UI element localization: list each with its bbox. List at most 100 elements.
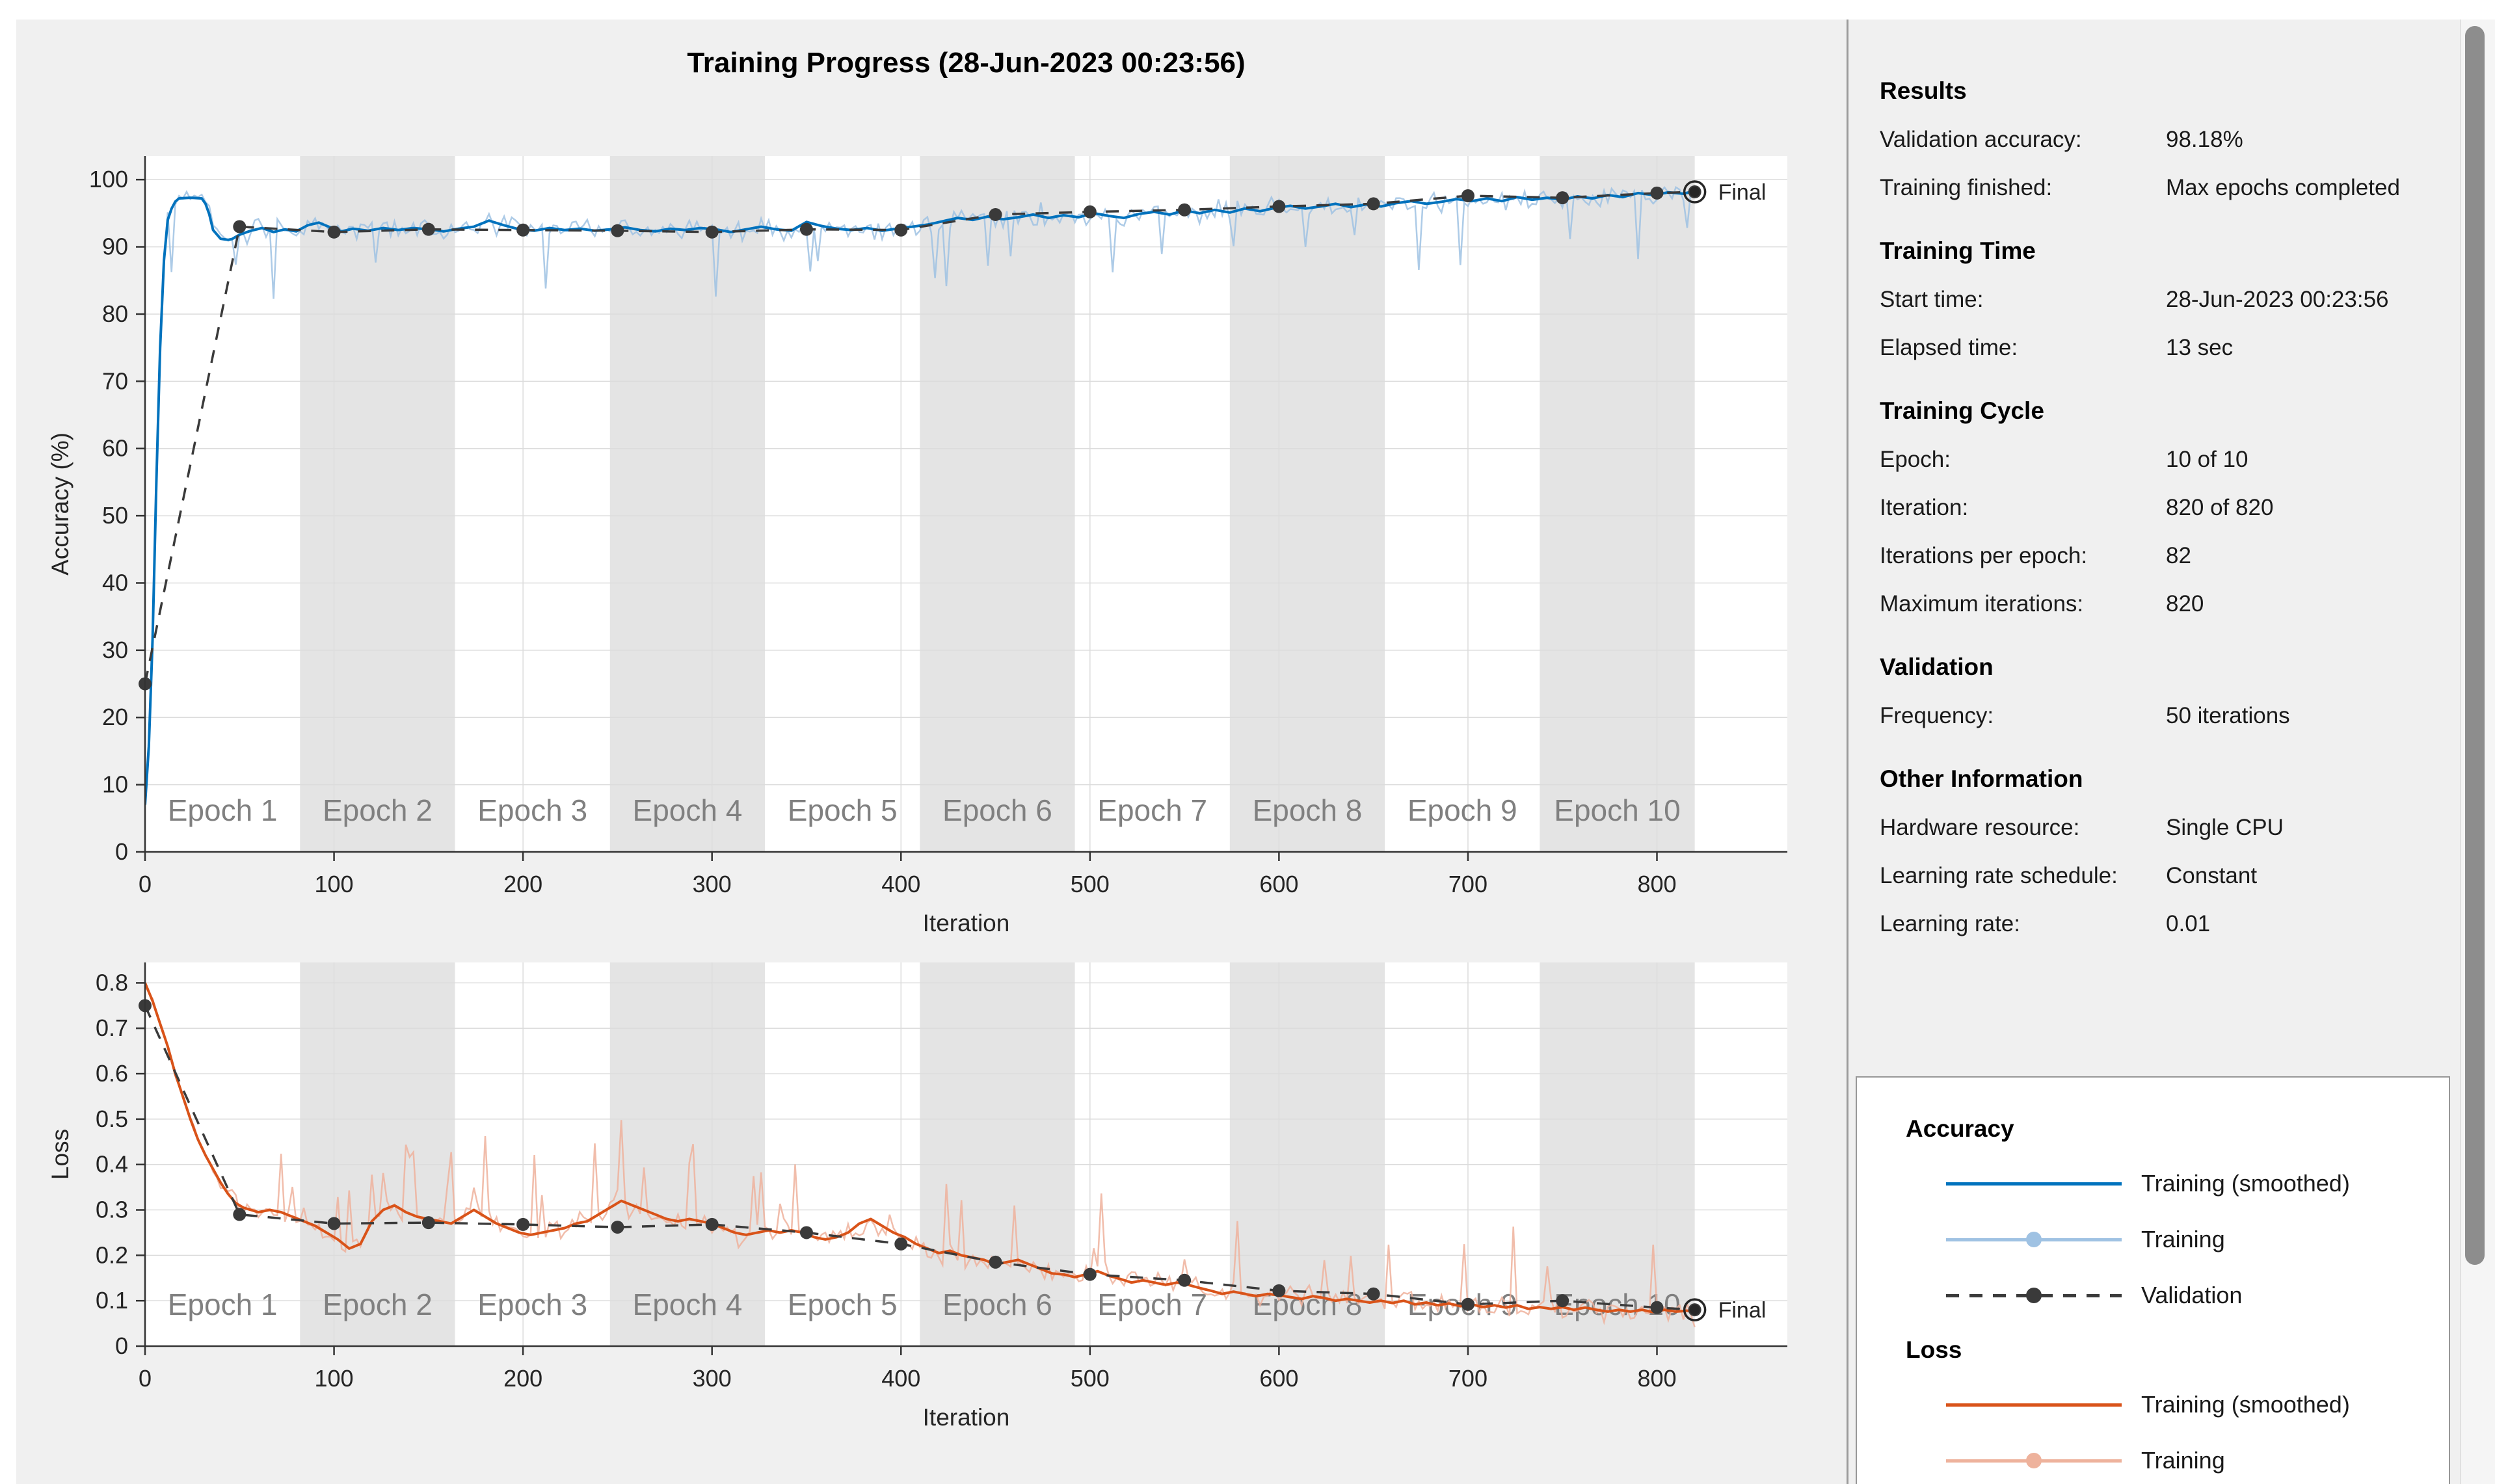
loss-chart: Epoch 1 Epoch 2 Epoch 3 Epoch 4 Epoch 5 Epoch… — [47, 962, 1787, 1431]
legend-entry-label: Training (smoothed) — [2141, 1391, 2350, 1418]
scrollbar-thumb[interactable] — [2465, 26, 2485, 1265]
legend-entry: Training — [1906, 1212, 2449, 1267]
x-tick-label: 200 — [503, 1365, 542, 1392]
accuracy-validation-marker — [516, 223, 530, 237]
legend-entry: Training (smoothed) — [1906, 1377, 2449, 1433]
info-row: Iterations per epoch: 82 — [1880, 532, 2433, 580]
legend-sample-solid-icon — [1946, 1392, 2122, 1418]
loss-validation-marker — [233, 1208, 247, 1221]
x-tick-label: 700 — [1448, 871, 1488, 897]
info-row: Learning rate: 0.01 — [1880, 900, 2433, 948]
accuracy-validation-marker — [1272, 200, 1286, 213]
loss-validation-marker — [1650, 1301, 1664, 1314]
epoch-band — [1229, 962, 1385, 1346]
info-row: Elapsed time: 13 sec — [1880, 324, 2433, 372]
x-tick-label: 300 — [693, 871, 732, 897]
info-row-value: 820 — [2166, 591, 2204, 616]
y-tick-label: 10 — [102, 771, 128, 798]
y-axis-label: Loss — [47, 1129, 73, 1180]
info-row-label: Training finished: — [1880, 175, 2053, 200]
info-row-value: 820 of 820 — [2166, 495, 2274, 520]
legend-entry: Validation — [1906, 1267, 2449, 1323]
info-section-header: Other Information — [1880, 765, 2083, 792]
x-tick-label: 600 — [1259, 871, 1298, 897]
accuracy-validation-marker — [1178, 203, 1192, 217]
y-tick-label: 0.3 — [96, 1197, 128, 1223]
y-tick-label: 80 — [102, 300, 128, 327]
x-tick-label: 600 — [1259, 1365, 1298, 1392]
epoch-label: Epoch 4 — [633, 1288, 743, 1321]
loss-validation-marker — [1083, 1267, 1097, 1281]
epoch-label: Epoch 4 — [633, 793, 743, 827]
info-row: Validation accuracy: 98.18% — [1880, 116, 2433, 164]
info-row: Training finished: Max epochs completed — [1880, 164, 2433, 212]
accuracy-training-smoothed-line — [145, 189, 1696, 805]
x-tick-label: 100 — [315, 1365, 354, 1392]
info-row-value: 13 sec — [2166, 335, 2234, 360]
info-row-label: Learning rate: — [1880, 911, 2020, 936]
y-tick-label: 70 — [102, 367, 128, 394]
info-row-value: Single CPU — [2166, 815, 2284, 840]
info-row-value: 82 — [2166, 543, 2191, 568]
x-tick-label: 100 — [315, 871, 354, 897]
x-tick-label: 300 — [693, 1365, 732, 1392]
x-axis-label: Iteration — [923, 910, 1010, 936]
legend-entry: Training (smoothed) — [1906, 1156, 2449, 1212]
epoch-label: Epoch 6 — [942, 793, 1052, 827]
accuracy-validation-marker — [611, 224, 624, 237]
x-tick-label: 400 — [881, 871, 920, 897]
x-tick-label: 400 — [881, 1365, 920, 1392]
accuracy-validation-marker — [1367, 197, 1380, 211]
accuracy-validation-marker — [1083, 205, 1097, 219]
loss-validation-marker — [1556, 1294, 1569, 1308]
epoch-label: Epoch 10 — [1554, 793, 1680, 827]
info-row-value: 0.01 — [2166, 911, 2211, 936]
loss-validation-marker — [1367, 1287, 1380, 1301]
info-row: Start time: 28-Jun-2023 00:23:56 — [1880, 276, 2433, 324]
legend-sample-solid-marker-icon — [1946, 1448, 2122, 1474]
legend-entry-label: Training — [2141, 1226, 2225, 1252]
accuracy-validation-line — [144, 191, 1695, 684]
y-tick-label: 0.2 — [96, 1241, 128, 1268]
loss-validation-marker — [1461, 1297, 1474, 1311]
y-tick-label: 60 — [102, 435, 128, 462]
epoch-band — [1229, 156, 1385, 852]
loss-validation-marker — [516, 1217, 530, 1231]
y-tick-label: 20 — [102, 704, 128, 730]
y-tick-label: 40 — [102, 569, 128, 596]
accuracy-validation-marker — [989, 207, 1002, 221]
accuracy-validation-marker — [799, 222, 813, 236]
epoch-label: Epoch 7 — [1097, 1288, 1207, 1321]
loss-training-raw-line — [145, 981, 1696, 1328]
info-row: Maximum iterations: 820 — [1880, 580, 2433, 628]
epoch-label: Epoch 2 — [323, 1288, 433, 1321]
info-row: Frequency: 50 iterations — [1880, 692, 2433, 740]
accuracy-chart: Epoch 1 Epoch 2 Epoch 3 Epoch 4 Epoch 5 Epoch… — [47, 156, 1787, 936]
x-tick-label: 200 — [503, 871, 542, 897]
loss-validation-marker — [421, 1216, 435, 1230]
loss-validation-marker — [799, 1226, 813, 1239]
legend-section-title: Accuracy — [1906, 1115, 2014, 1142]
info-row-label: Learning rate schedule: — [1880, 863, 2118, 888]
info-row-value: Max epochs completed — [2166, 175, 2400, 200]
info-row: Learning rate schedule: Constant — [1880, 852, 2433, 900]
x-axis-label: Iteration — [923, 1404, 1010, 1431]
loss-validation-line — [144, 1005, 1695, 1311]
x-tick-label: 500 — [1071, 871, 1110, 897]
info-row: Epoch: 10 of 10 — [1880, 436, 2433, 484]
legend-entry-label: Training (smoothed) — [2141, 1170, 2350, 1197]
y-tick-label: 0 — [115, 1332, 128, 1359]
info-row-label: Frequency: — [1880, 703, 1994, 728]
accuracy-validation-marker — [1461, 189, 1474, 202]
legend-sample-dashed-marker-icon — [1946, 1282, 2122, 1308]
epoch-band — [609, 962, 766, 1346]
legend-section-title: Loss — [1906, 1336, 1962, 1363]
y-tick-label: 90 — [102, 233, 128, 260]
epoch-band — [1540, 962, 1695, 1346]
legend-sample-solid-marker-icon — [1946, 1226, 2122, 1252]
epoch-label: Epoch 3 — [477, 793, 587, 827]
panel-divider — [1847, 20, 1848, 1484]
epoch-label: Epoch 1 — [168, 793, 278, 827]
accuracy-final-label: Final — [1718, 180, 1767, 205]
epoch-label: Epoch 8 — [1253, 793, 1363, 827]
